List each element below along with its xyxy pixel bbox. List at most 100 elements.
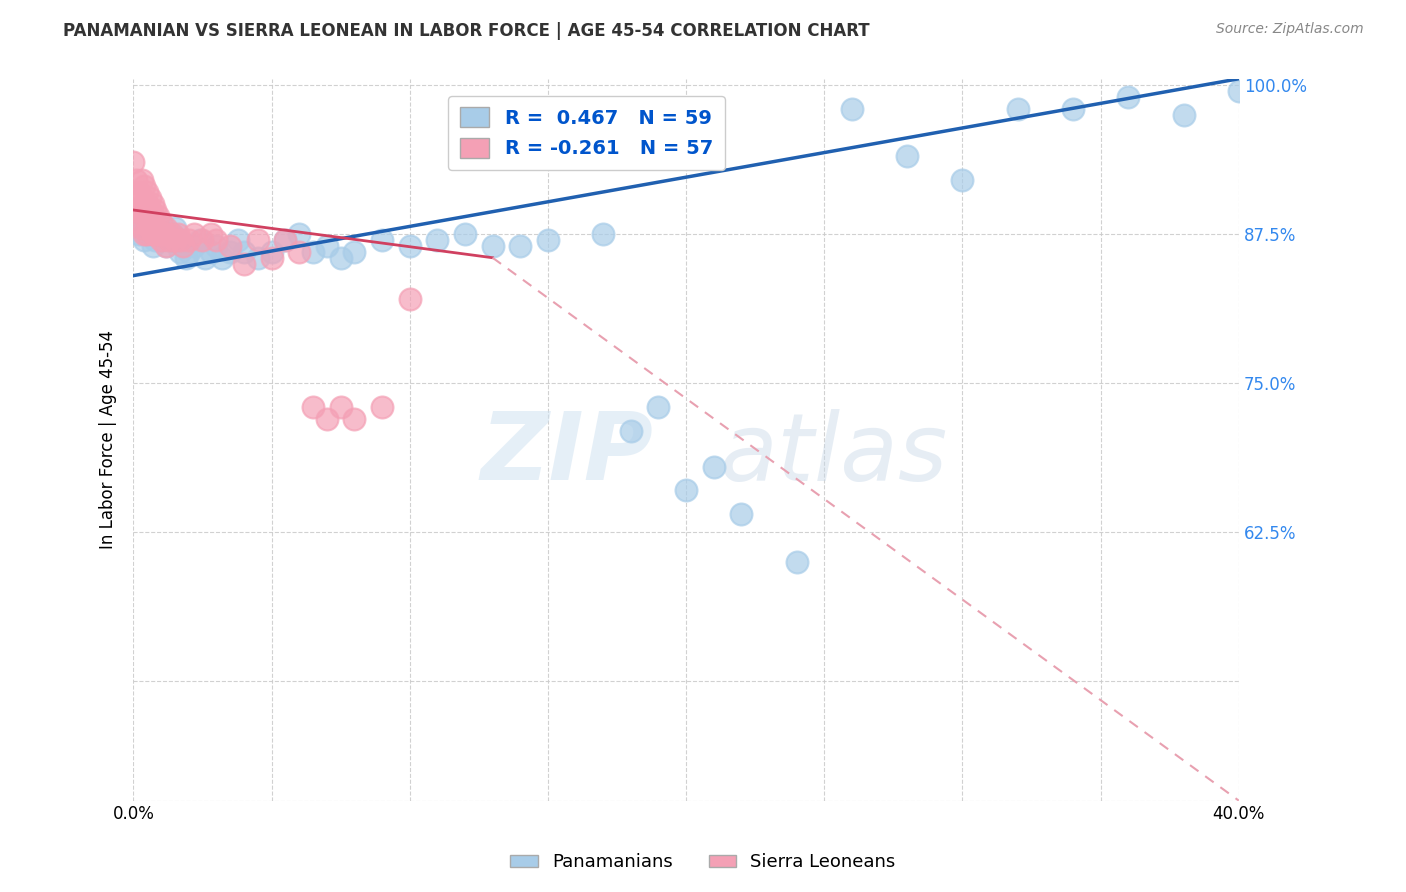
Point [1062,102,1084,116]
Point [260,251,283,265]
Point [155,239,177,253]
Point [169,244,191,259]
Point [122,155,145,169]
Point [274,233,297,247]
Point [174,251,197,265]
Point [219,239,242,253]
Point [157,233,180,247]
Point [398,293,420,307]
Point [142,197,165,211]
Point [134,197,156,211]
Point [228,233,250,247]
Point [172,239,194,253]
Point [315,412,337,426]
Point [145,221,167,235]
Point [149,233,172,247]
Point [134,209,156,223]
Point [134,227,156,241]
Point [128,185,150,199]
Point [152,221,174,235]
Legend: Panamanians, Sierra Leoneans: Panamanians, Sierra Leoneans [503,847,903,879]
Point [136,227,159,241]
Point [131,191,153,205]
Point [703,459,725,474]
Point [136,197,159,211]
Point [564,131,586,145]
Point [232,244,254,259]
Point [160,227,183,241]
Point [139,221,162,235]
Point [145,227,167,241]
Point [131,221,153,235]
Point [139,227,162,241]
Point [125,173,148,187]
Point [155,221,177,235]
Point [537,233,560,247]
Text: ZIP: ZIP [479,409,652,500]
Point [896,149,918,163]
Point [426,233,449,247]
Point [371,233,394,247]
Point [163,221,186,235]
Point [128,215,150,229]
Point [163,233,186,247]
Point [200,227,222,241]
Point [302,400,325,414]
Point [841,102,863,116]
Point [128,227,150,241]
Point [315,239,337,253]
Text: Source: ZipAtlas.com: Source: ZipAtlas.com [1216,22,1364,37]
Point [211,251,233,265]
Point [786,555,808,569]
Point [1173,107,1195,121]
Point [454,227,477,241]
Point [142,239,165,253]
Point [145,233,167,247]
Point [145,202,167,217]
Point [155,239,177,253]
Point [194,251,217,265]
Point [177,244,200,259]
Point [142,227,165,241]
Point [398,239,420,253]
Point [160,227,183,241]
Text: PANAMANIAN VS SIERRA LEONEAN IN LABOR FORCE | AGE 45-54 CORRELATION CHART: PANAMANIAN VS SIERRA LEONEAN IN LABOR FO… [63,22,870,40]
Point [183,239,205,253]
Point [152,227,174,241]
Point [191,233,214,247]
Point [219,244,242,259]
Point [136,209,159,223]
Point [148,227,170,241]
Point [205,233,228,247]
Point [128,202,150,217]
Point [142,209,165,223]
Point [134,179,156,194]
Point [232,257,254,271]
Text: atlas: atlas [720,409,948,500]
Point [131,221,153,235]
Point [149,233,172,247]
Legend: R =  0.467   N = 59, R = -0.261   N = 57: R = 0.467 N = 59, R = -0.261 N = 57 [449,95,724,169]
Point [1227,84,1250,98]
Point [675,483,697,498]
Point [246,233,269,247]
Point [592,227,614,241]
Point [205,239,228,253]
Point [148,209,170,223]
Point [509,239,531,253]
Point [136,215,159,229]
Point [166,233,188,247]
Point [260,244,283,259]
Point [620,424,643,438]
Point [246,251,269,265]
Point [329,400,352,414]
Point [169,233,191,247]
Point [177,233,200,247]
Point [157,233,180,247]
Point [172,239,194,253]
Point [125,197,148,211]
Point [134,233,156,247]
Point [952,173,974,187]
Point [302,244,325,259]
Point [343,412,366,426]
